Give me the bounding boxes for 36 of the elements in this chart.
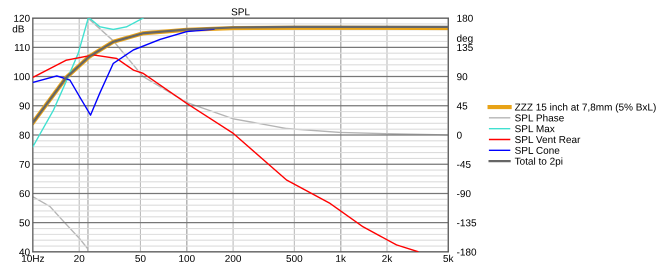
y-tick-label: 90 bbox=[19, 102, 30, 110]
x-tick-label: 100 bbox=[179, 254, 195, 262]
legend-label: SPL Phase bbox=[515, 114, 564, 122]
x-tick-label: 500 bbox=[286, 254, 302, 262]
y-tick-label: 50 bbox=[19, 219, 30, 226]
y2-tick-label: -90 bbox=[457, 190, 471, 198]
y-tick-label: 80 bbox=[19, 132, 30, 139]
y2-tick-label: -135 bbox=[457, 219, 476, 226]
legend-label: ZZZ 15 inch at 7,8mm (5% BxL) bbox=[514, 103, 656, 113]
y2-tick-label: -45 bbox=[457, 160, 471, 168]
x-tick-label: 20 bbox=[74, 254, 84, 262]
y2-tick-label: 90 bbox=[457, 73, 468, 80]
legend-label: SPL Max bbox=[515, 125, 555, 132]
y-axis-title: dB bbox=[12, 25, 24, 32]
y2-tick-label: 135 bbox=[457, 44, 473, 52]
legend-label: Total to 2pi bbox=[514, 157, 562, 167]
y2-tick-label: 0 bbox=[456, 132, 462, 139]
x-tick-label: 50 bbox=[135, 254, 146, 262]
y-tick-label: 110 bbox=[14, 44, 30, 52]
y-tick-label: 100 bbox=[14, 73, 30, 80]
x-tick-label: 2k bbox=[382, 254, 392, 262]
y2-tick-label: -180 bbox=[457, 248, 476, 256]
y2-axis-title: deg bbox=[456, 34, 473, 44]
x-tick-label: 10Hz bbox=[22, 254, 44, 262]
y2-tick-label: 180 bbox=[457, 14, 473, 22]
x-tick-label: 200 bbox=[225, 254, 242, 262]
y-tick-label: 60 bbox=[19, 190, 30, 198]
legend-label: SPL Vent Rear bbox=[515, 136, 580, 144]
x-tick-label: 1k bbox=[336, 254, 346, 262]
y2-tick-label: 45 bbox=[456, 102, 468, 110]
legend-label: SPL Cone bbox=[515, 146, 560, 154]
x-tick-label: 5k bbox=[443, 254, 454, 262]
y-tick-label: 70 bbox=[19, 160, 30, 168]
y-tick-label: 120 bbox=[14, 14, 30, 22]
y-tick-label: 40 bbox=[19, 248, 30, 256]
chart-title: SPL bbox=[232, 8, 250, 16]
